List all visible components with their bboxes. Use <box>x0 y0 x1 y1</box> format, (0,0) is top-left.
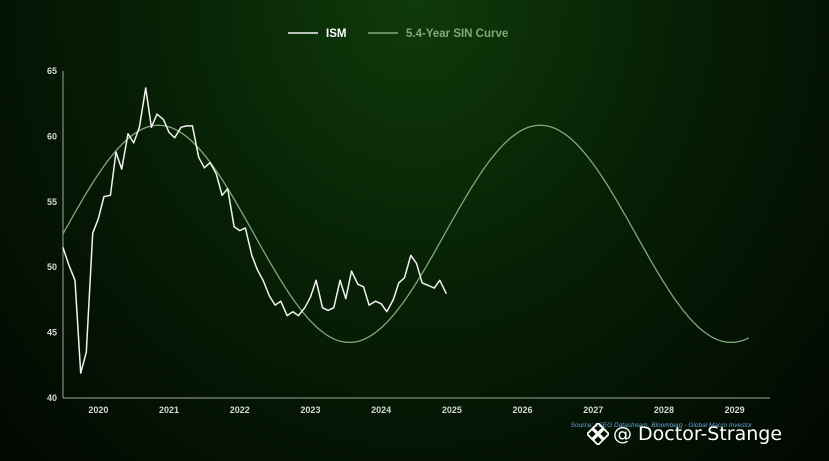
ism-point <box>403 277 406 279</box>
sin-curve-line <box>62 124 750 344</box>
y-tick-label: 65 <box>47 66 57 76</box>
ism-point <box>103 196 105 198</box>
source-note: Source: LSEG Datastream, Bloomberg - Glo… <box>571 422 753 429</box>
watermark: @ Doctor-Strange <box>587 421 782 447</box>
legend: ISM 5.4-Year SIN Curve <box>288 28 508 40</box>
x-tick-label: 2021 <box>159 405 179 415</box>
x-tick-label: 2023 <box>300 405 320 415</box>
ism-point <box>433 287 435 289</box>
ism-point <box>392 299 394 301</box>
ism-point <box>321 307 324 309</box>
legend-label-sin: 5.4-Year SIN Curve <box>406 28 508 40</box>
ism-point <box>445 292 447 294</box>
ism-point <box>74 279 76 281</box>
ism-point <box>145 87 147 89</box>
y-tick-label: 45 <box>47 328 57 338</box>
ism-point <box>239 230 241 232</box>
ism-point <box>186 125 188 127</box>
ism-point <box>97 218 99 220</box>
ism-point <box>127 133 129 135</box>
ism-point <box>274 304 276 306</box>
ism-line <box>62 87 447 374</box>
ism-point <box>292 311 294 313</box>
ism-point <box>251 254 253 256</box>
ism-points <box>62 87 447 374</box>
ism-point <box>398 282 400 284</box>
ism-point <box>286 315 288 317</box>
y-tick-label: 55 <box>47 197 57 207</box>
y-tick-label: 60 <box>47 131 57 141</box>
ism-point <box>368 304 370 306</box>
ism-point <box>268 295 270 297</box>
x-tick-label: 2026 <box>513 405 533 415</box>
ism-point <box>410 254 412 256</box>
ism-point <box>121 168 123 170</box>
ism-point <box>191 125 193 127</box>
y-tick-label: 40 <box>47 393 57 403</box>
ism-point <box>168 131 170 134</box>
ism-point <box>421 282 423 284</box>
ism-point <box>339 279 341 281</box>
x-tick-label: 2022 <box>230 405 250 415</box>
ism-point <box>174 137 176 139</box>
ism-point <box>180 126 182 128</box>
ism-point <box>244 227 246 229</box>
ism-point <box>380 303 382 305</box>
ism-point <box>262 279 264 281</box>
ism-point <box>150 126 152 128</box>
y-tick-label: 50 <box>47 262 57 272</box>
ism-point <box>439 279 441 281</box>
y-ticks: 40 45 50 55 60 65 <box>47 66 57 403</box>
ism-point <box>415 262 418 264</box>
x-tick-label: 2027 <box>583 405 603 415</box>
ism-point <box>280 300 282 302</box>
x-tick-label: 2029 <box>725 405 745 415</box>
ism-point <box>227 188 229 190</box>
x-ticks: 2020 2021 2022 2023 2024 2025 2026 2027 2028 2029 <box>88 405 744 415</box>
ism-point <box>309 296 311 298</box>
ism-point <box>386 311 388 313</box>
ism-point <box>345 298 347 300</box>
ism-point <box>198 156 200 158</box>
diamond-logo-icon <box>587 423 609 445</box>
ism-point <box>315 279 317 281</box>
ism-point <box>85 351 87 353</box>
ism-point <box>62 247 64 249</box>
ism-point <box>304 307 306 309</box>
ism-point <box>256 269 258 271</box>
x-tick-label: 2024 <box>371 405 391 415</box>
ism-point <box>215 173 217 175</box>
legend-label-ism: ISM <box>326 28 346 40</box>
ism-point <box>350 270 353 272</box>
ism-point <box>156 113 158 115</box>
ism-point <box>162 118 164 120</box>
ism-point <box>233 226 235 228</box>
ism-point <box>68 264 70 266</box>
watermark-text: @ Doctor-Strange <box>613 423 783 445</box>
ism-point <box>80 372 82 374</box>
ism-point <box>374 300 377 302</box>
ism-point <box>138 126 140 128</box>
ism-point <box>115 151 117 153</box>
ism-point <box>109 194 111 196</box>
ism-point <box>92 232 94 234</box>
x-tick-label: 2020 <box>88 405 108 415</box>
ism-point <box>203 167 205 169</box>
ism-point <box>221 194 223 196</box>
x-tick-label: 2028 <box>654 405 674 415</box>
ism-point <box>327 309 329 311</box>
ism-point <box>209 162 211 164</box>
ism-point <box>133 142 135 144</box>
ism-point <box>362 286 365 288</box>
ism-point <box>357 283 359 285</box>
x-tick-label: 2025 <box>442 405 462 415</box>
ism-point <box>297 315 299 317</box>
ism-point <box>333 307 335 309</box>
ism-point <box>427 284 430 287</box>
